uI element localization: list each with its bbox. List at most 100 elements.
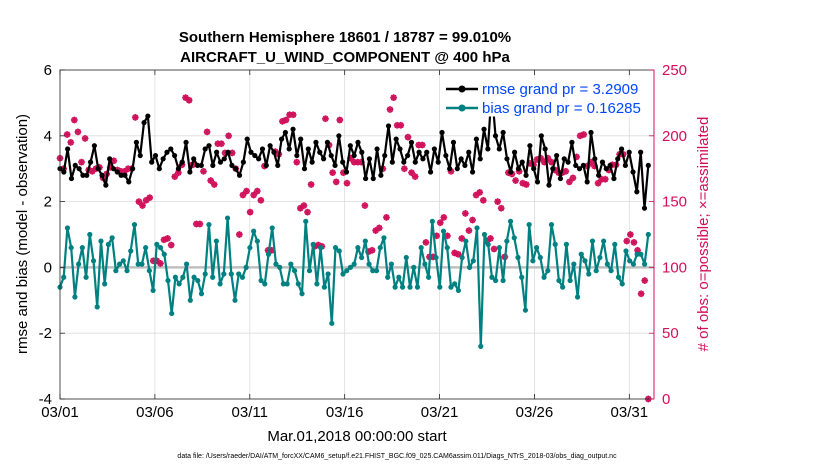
plot-area bbox=[60, 70, 654, 399]
rmse-point bbox=[301, 166, 308, 172]
obs-assimilated-stroke bbox=[448, 168, 454, 175]
y-right-tick-label: 200 bbox=[662, 128, 687, 145]
bias-point bbox=[154, 241, 160, 247]
obs-assimilated-marker bbox=[487, 235, 494, 242]
obs-assimilated-marker bbox=[386, 106, 394, 113]
bias-point bbox=[195, 277, 201, 284]
obs-assimilated-marker bbox=[522, 181, 530, 188]
rmse-point bbox=[68, 175, 75, 182]
bias-point bbox=[191, 274, 197, 280]
bias-point bbox=[295, 281, 301, 287]
obs-assimilated-marker bbox=[637, 290, 645, 298]
bias-point bbox=[429, 218, 435, 224]
bias-point bbox=[165, 277, 171, 284]
obs-assimilated-marker bbox=[243, 187, 250, 195]
bias-point bbox=[340, 271, 346, 277]
rmse-point bbox=[435, 159, 441, 165]
rmse-point bbox=[611, 175, 617, 182]
bias-point bbox=[217, 281, 223, 287]
rmse-point bbox=[534, 179, 541, 185]
obs-assimilated-marker bbox=[548, 158, 555, 166]
obs-assimilated-stroke bbox=[602, 176, 609, 183]
bias-point bbox=[269, 225, 275, 231]
rmse-point bbox=[202, 146, 208, 152]
rmse-point bbox=[408, 139, 415, 145]
bias-point bbox=[239, 274, 246, 280]
legend-bias-label: bias grand pr = 0.16285 bbox=[482, 100, 641, 117]
obs-assimilated-marker bbox=[494, 198, 502, 205]
rmse-point bbox=[80, 172, 86, 178]
rmse-point bbox=[248, 149, 254, 155]
obs-assimilated-stroke bbox=[136, 198, 142, 205]
obs-assimilated-stroke bbox=[132, 114, 139, 121]
rmse-point bbox=[317, 149, 323, 155]
bias-point bbox=[582, 258, 588, 264]
bias-point bbox=[116, 261, 123, 267]
rmse-point bbox=[596, 172, 602, 178]
bias-point bbox=[481, 231, 488, 238]
obs-assimilated-stroke bbox=[175, 169, 182, 176]
obs-assimilated-stroke bbox=[168, 242, 175, 248]
obs-assimilated-stroke bbox=[548, 159, 555, 165]
bias-point bbox=[273, 261, 279, 267]
obs-assimilated-marker bbox=[512, 177, 519, 184]
bias-point bbox=[385, 274, 391, 280]
obs-assimilated-stroke bbox=[139, 202, 146, 209]
bias-point bbox=[314, 281, 320, 287]
bias-point bbox=[105, 241, 112, 247]
bias-point bbox=[280, 281, 287, 287]
obs-assimilated-stroke bbox=[405, 134, 411, 140]
bias-point bbox=[128, 248, 134, 254]
bias-point bbox=[183, 261, 190, 267]
bias-point bbox=[541, 274, 547, 280]
obs-assimilated-stroke bbox=[164, 235, 171, 242]
bias-point bbox=[411, 264, 417, 270]
bias-point bbox=[247, 245, 253, 251]
rmse-point bbox=[519, 159, 525, 165]
rmse-point bbox=[217, 159, 224, 165]
obs-assimilated-stroke bbox=[197, 221, 203, 227]
obs-assimilated-marker bbox=[293, 158, 301, 166]
rmse-point bbox=[286, 146, 292, 152]
obs-assimilated-marker bbox=[490, 245, 498, 253]
obs-assimilated-stroke bbox=[519, 180, 526, 187]
obs-assimilated-marker bbox=[210, 181, 218, 188]
rmse-point bbox=[351, 152, 357, 159]
bias-point bbox=[522, 307, 529, 313]
obs-assimilated-stroke bbox=[494, 198, 501, 205]
rmse-point bbox=[397, 146, 403, 152]
obs-assimilated-stroke bbox=[440, 214, 447, 221]
rmse-point bbox=[584, 179, 590, 185]
bias-point bbox=[180, 274, 186, 280]
obs-assimilated-stroke bbox=[383, 214, 390, 221]
obs-assimilated-marker bbox=[167, 241, 175, 249]
obs-assimilated-marker bbox=[436, 219, 444, 227]
bias-point bbox=[288, 261, 294, 267]
bias-point bbox=[157, 245, 164, 251]
obs-assimilated-stroke bbox=[362, 202, 368, 209]
rmse-point bbox=[359, 149, 365, 155]
obs-assimilated-stroke bbox=[344, 180, 350, 187]
bias-point bbox=[83, 274, 89, 280]
obs-assimilated-marker bbox=[282, 116, 290, 124]
obs-assimilated-stroke bbox=[638, 290, 644, 297]
obs-assimilated-stroke bbox=[455, 251, 462, 258]
rmse-point bbox=[500, 129, 506, 136]
y-left-tick-label: 6 bbox=[44, 62, 52, 79]
obs-assimilated-marker bbox=[63, 131, 71, 138]
obs-assimilated-stroke bbox=[293, 159, 300, 165]
obs-assimilated-stroke bbox=[369, 247, 375, 254]
bias-point bbox=[202, 271, 208, 277]
rmse-point bbox=[240, 159, 246, 165]
bias-point bbox=[452, 281, 458, 287]
data-file-footer: data file: /Users/raeder/DAI/ATM_forcXX/… bbox=[177, 453, 617, 460]
rmse-point bbox=[554, 152, 560, 159]
bias-point bbox=[321, 284, 327, 290]
rmse-point bbox=[576, 166, 583, 172]
bias-point bbox=[146, 268, 152, 274]
obs-assimilated-marker bbox=[225, 132, 233, 140]
x-axis-label: Mar.01,2018 00:00:00 start bbox=[267, 428, 447, 445]
rmse-point bbox=[221, 156, 227, 162]
rmse-point bbox=[225, 149, 231, 155]
bias-point bbox=[511, 235, 517, 241]
